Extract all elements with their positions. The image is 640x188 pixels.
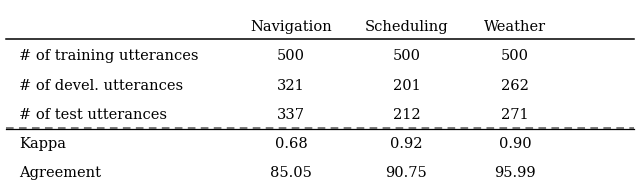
Text: 212: 212 bbox=[392, 108, 420, 122]
Text: 262: 262 bbox=[501, 79, 529, 92]
Text: Navigation: Navigation bbox=[250, 20, 332, 34]
Text: 95.99: 95.99 bbox=[494, 166, 536, 180]
Text: 0.92: 0.92 bbox=[390, 137, 422, 151]
Text: 90.75: 90.75 bbox=[385, 166, 428, 180]
Text: 271: 271 bbox=[501, 108, 529, 122]
Text: 321: 321 bbox=[277, 79, 305, 92]
Text: 500: 500 bbox=[392, 49, 420, 63]
Text: Weather: Weather bbox=[484, 20, 547, 34]
Text: 201: 201 bbox=[392, 79, 420, 92]
Text: Kappa: Kappa bbox=[19, 137, 66, 151]
Text: # of devel. utterances: # of devel. utterances bbox=[19, 79, 183, 92]
Text: 0.68: 0.68 bbox=[275, 137, 308, 151]
Text: Scheduling: Scheduling bbox=[365, 20, 448, 34]
Text: # of test utterances: # of test utterances bbox=[19, 108, 167, 122]
Text: Agreement: Agreement bbox=[19, 166, 101, 180]
Text: 85.05: 85.05 bbox=[270, 166, 312, 180]
Text: # of training utterances: # of training utterances bbox=[19, 49, 198, 63]
Text: 500: 500 bbox=[277, 49, 305, 63]
Text: 0.90: 0.90 bbox=[499, 137, 531, 151]
Text: 500: 500 bbox=[501, 49, 529, 63]
Text: 337: 337 bbox=[277, 108, 305, 122]
